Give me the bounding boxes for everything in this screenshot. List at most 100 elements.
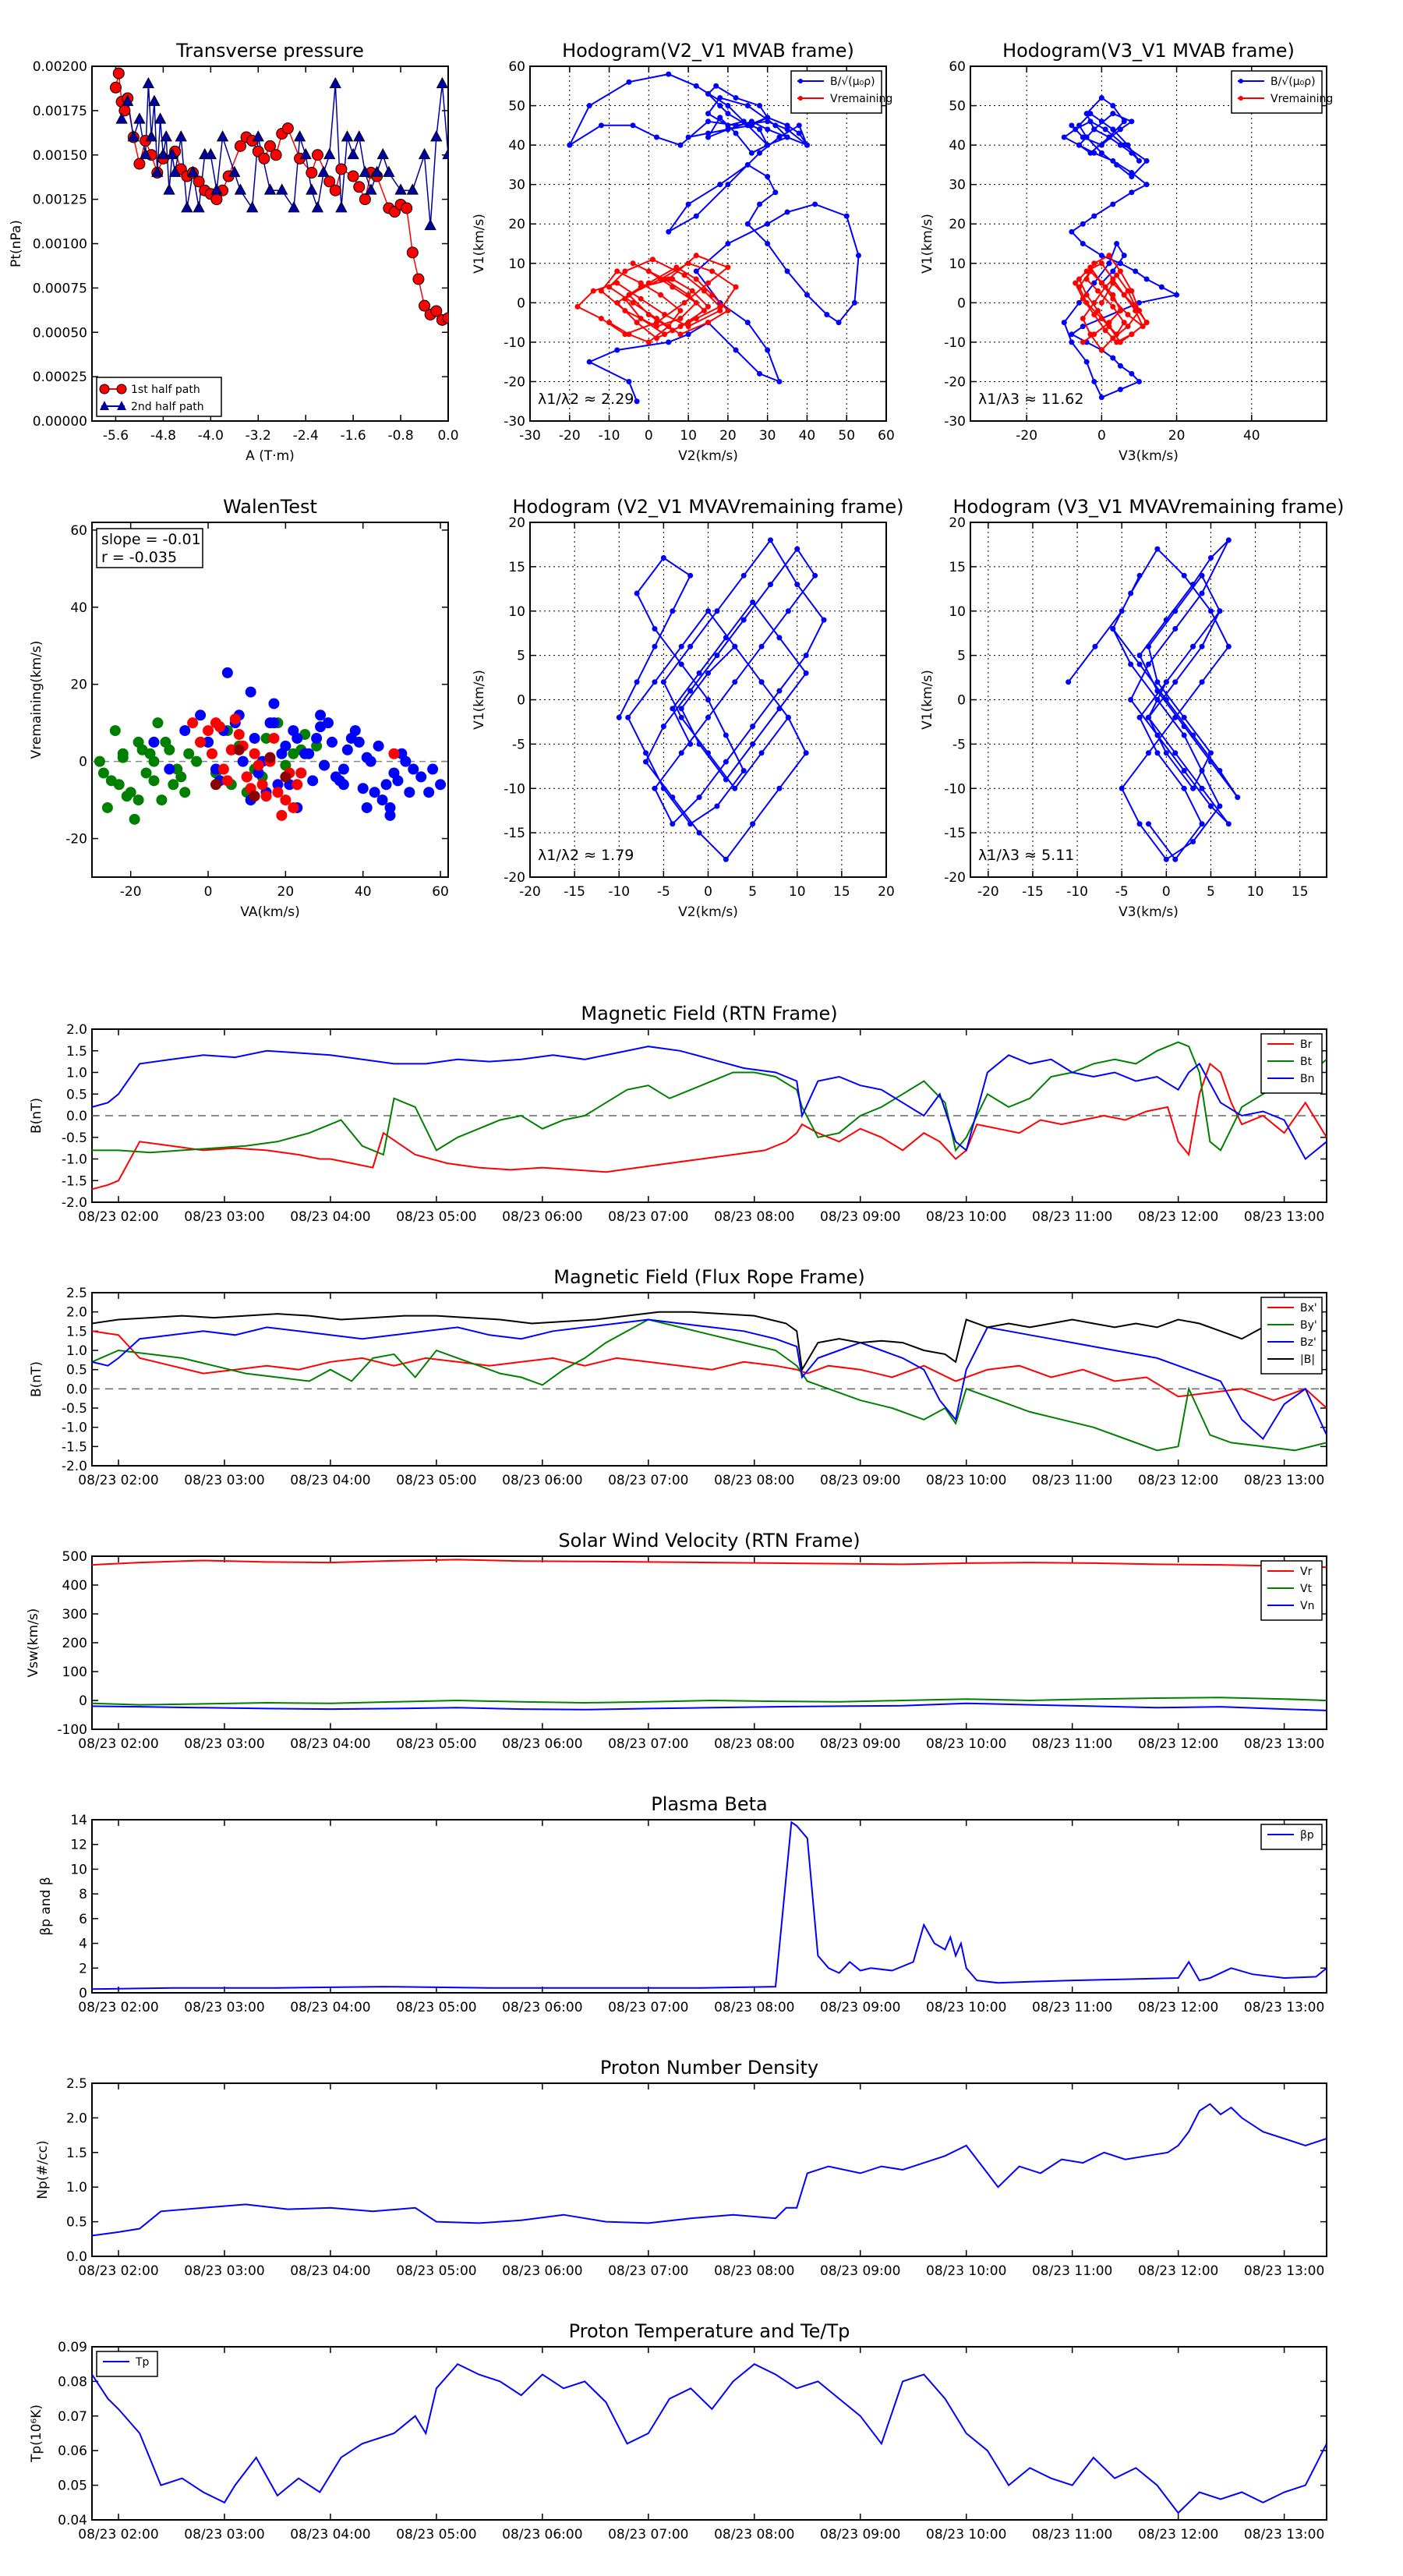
hodo1-s0-point-71 [765,126,771,133]
hodo2-s0-point-26 [1114,161,1120,168]
tp-title: Proton Temperature and Te/Tp [569,2320,850,2342]
walen-s2-point-1 [203,725,214,737]
hodo2-s0-point-32 [1073,126,1079,133]
pt-ytick-label-2: 0.00050 [33,325,87,341]
hodo3-xtick-label-6: 10 [789,884,806,900]
walen-s0-point-36 [148,775,160,787]
walen-s1-point-1 [210,763,221,775]
hodo2-s1-point-47 [1083,292,1090,298]
pt-ytick-label-7: 0.00175 [33,104,87,119]
walen-s1-point-54 [345,732,357,744]
hodo1-s1-point-21 [634,320,640,326]
hodo3-s0-point-36 [812,572,818,579]
hodo1-s1-point-64 [681,299,687,306]
pt-s0-point-49 [430,305,443,317]
hodo4-s0-point-58 [1146,714,1151,720]
hodo4-series-0-line [1067,540,1239,861]
hodo2-s0-point-61 [1136,378,1142,384]
bfr-legend-label-3: |B| [1300,1353,1315,1366]
beta-time-label-7: 08/23 09:00 [820,2000,900,2015]
hodo1-s0-point-34 [693,213,699,219]
walen-s0-point-7 [156,794,168,806]
hodo2-s1-point-2 [1106,320,1112,326]
hodo2-s0-point-29 [1121,142,1127,148]
vsw-series-2-line [92,1702,1327,1711]
hodo1-s1-point-40 [606,284,613,290]
hodo3-s0-point-18 [678,643,684,649]
hodo4-s0-point-9 [1217,803,1223,809]
walen-s1-point-9 [272,779,284,791]
walen-s2-point-24 [260,791,272,802]
pt-series-0-line [115,73,448,321]
hodo1-s0-point-14 [725,241,731,246]
walen-s1-point-56 [376,794,388,806]
hodo2-s0-point-43 [1069,228,1075,235]
hodo2-ytick-label-9: 60 [949,59,966,75]
pt-s1-point-49 [424,218,436,231]
pt-s1-point-38 [341,130,354,142]
hodo2-s1-point-8 [1083,299,1090,306]
hodo1-s0-point-82 [733,94,739,101]
hodo3-ytick-label-4: 0 [517,693,525,709]
hodo2-ytick-label-7: 40 [949,138,966,154]
hodo4-s0-point-1 [1092,643,1098,649]
walen-s2-point-10 [272,787,284,798]
hodo1-xtick-label-0: -30 [519,428,541,444]
hodo4-ytick-label-4: 0 [957,693,966,709]
tp-ytick-label-2: 0.06 [58,2443,87,2459]
hodo2-s1-point-3 [1117,307,1123,313]
pt-s1-point-48 [418,147,431,160]
hodo4-s0-point-32 [1163,617,1169,623]
hodo3-ytick-label-8: 20 [508,515,525,531]
hodo4-s0-point-57 [1163,750,1169,756]
np-title: Proton Number Density [600,2057,818,2079]
hodo2-s0-point-59 [1117,363,1123,369]
walen-stats-box [96,528,203,568]
hodo2-s0-point-73 [1110,268,1116,274]
hodo3-s0-point-2 [652,643,658,649]
hodo2-s0-point-34 [1076,142,1083,148]
hodo1-ytick-label-3: 0 [517,295,525,311]
hodo1-s1-point-31 [645,280,652,286]
hodo2-eigen-ratio: λ1/λ3 ≈ 11.62 [978,391,1083,408]
hodo1-legend-label-0: B/√(μ₀ρ) [830,76,875,88]
hodo1-s0-point-26 [744,221,751,227]
hodo1-s0-point-43 [705,119,711,125]
hodo1-s0-point-84 [765,115,771,121]
vsw-ytick-label-6: 500 [62,1549,87,1565]
hodo2-s1-point-48 [1076,276,1083,282]
hodo4-s0-point-13 [1119,785,1125,791]
hodo3-s0-point-51 [767,537,773,543]
hodo1-s1-point-36 [705,320,711,326]
hodo2-s1-point-27 [1114,272,1120,278]
walen-s2-point-8 [256,779,268,791]
pt-s1-point-1 [122,94,134,106]
brtn-time-label-5: 08/23 07:00 [608,1209,688,1225]
pt-s1-point-23 [228,165,241,177]
pt-legend-marker-0b [116,384,127,395]
hodo2-s0-point-60 [1129,370,1135,377]
brtn-ytick-label-2: -1.0 [62,1152,87,1168]
hodo1-s0-point-64 [765,142,771,148]
hodo1-ytick-label-4: 10 [508,257,525,272]
hodo1-s1-point-15 [630,260,636,267]
hodo1-s0-point-29 [765,174,771,180]
brtn-ytick-label-5: 0.5 [66,1087,87,1102]
hodo1-s0-point-81 [713,83,719,89]
pt-s1-point-11 [160,130,172,142]
hodo1-s1-point-3 [666,324,672,330]
hodo1-s1-point-9 [622,307,628,313]
tp-series-0-line [92,2362,1327,2514]
hodo4-s0-point-37 [1172,626,1179,632]
pt-s1-point-37 [335,201,348,213]
pt-s1-point-33 [311,201,324,213]
hodo2-s0-point-33 [1061,134,1067,140]
hodo1-ytick-label-0: -30 [504,414,525,430]
walen-s1-point-60 [221,667,233,678]
hodo1-ytick-label-5: 20 [508,217,525,232]
hodo4-s0-point-5 [1128,661,1134,667]
hodo1-s0-point-53 [725,103,731,109]
pt-legend-marker-0 [99,384,110,395]
hodo1-s0-point-73 [804,142,810,148]
